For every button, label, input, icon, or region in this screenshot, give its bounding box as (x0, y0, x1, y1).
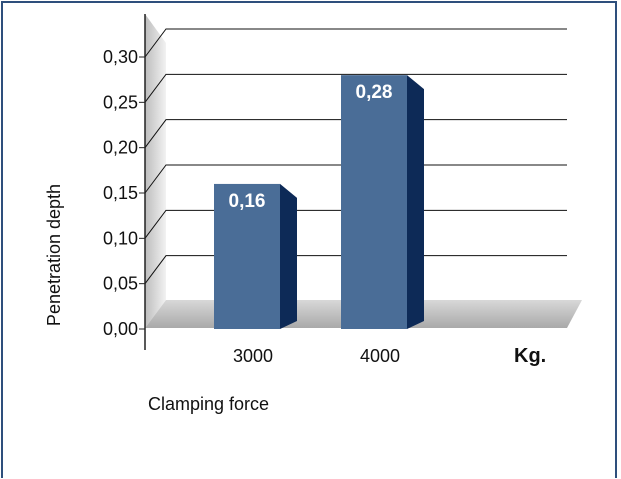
x-tick-label: 3000 (233, 346, 273, 366)
y-tick-label: 0,30 (103, 47, 138, 67)
bar-side (407, 75, 424, 329)
bars: 0,16 0,28 (214, 75, 424, 329)
gridline (144, 28, 567, 58)
x-axis-label: Clamping force (148, 394, 269, 414)
bar-side (280, 183, 297, 329)
x-tick-label: 4000 (360, 346, 400, 366)
x-tick-labels: 3000 4000 (233, 346, 400, 366)
y-tick-label: 0,15 (103, 183, 138, 203)
y-tick-labels: 0,00 0,05 0,10 0,15 0,20 0,25 0,30 (103, 47, 145, 339)
gridline (144, 164, 567, 194)
bar-front (214, 183, 280, 329)
bar-data-label: 0,16 (229, 191, 266, 212)
gridline (144, 73, 567, 103)
unit-label: Kg. (514, 345, 546, 367)
y-tick-label: 0,10 (103, 228, 138, 248)
gridline (144, 255, 567, 284)
gridline (144, 209, 567, 239)
gridlines (144, 28, 567, 284)
y-tick-label: 0,05 (103, 274, 138, 294)
y-tick-label: 0,25 (103, 92, 138, 112)
bar-data-label: 0,28 (356, 82, 393, 103)
y-tick-label: 0,00 (103, 319, 138, 339)
chart-side-wall (145, 14, 166, 328)
gridline (144, 119, 567, 148)
bar-front (341, 75, 407, 329)
y-tick-label: 0,20 (103, 138, 138, 158)
y-axis-label: Penetration depth (44, 184, 64, 326)
